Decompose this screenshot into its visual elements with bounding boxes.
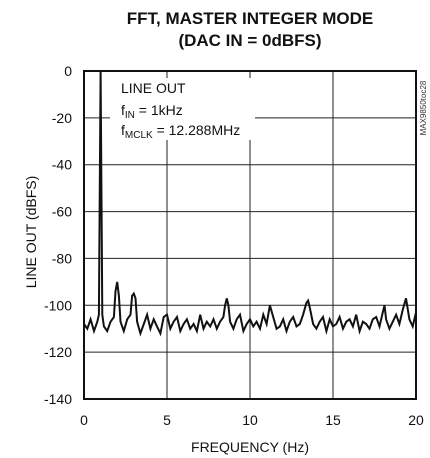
annotation-line2: fIN = 1kHz: [121, 102, 183, 121]
x-tick-label: 0: [80, 412, 88, 428]
y-tick-label: -60: [52, 204, 72, 220]
annotation-line1: LINE OUT: [121, 80, 186, 96]
side-code: MAX9850toc28: [419, 80, 428, 135]
x-tick-label: 5: [163, 412, 171, 428]
annotation-line3-sub: MCLK: [125, 130, 153, 141]
plot-frame: [83, 70, 417, 400]
x-tick-label: 15: [325, 412, 341, 428]
annotation-line2-rest: = 1kHz: [135, 102, 183, 118]
y-tick-label: -80: [52, 250, 72, 266]
y-tick-label: -100: [44, 297, 72, 313]
x-tick-label: 10: [242, 412, 258, 428]
y-tick-label: -40: [52, 157, 72, 173]
y-tick-label: -140: [44, 391, 72, 407]
fft-series-line: [83, 70, 417, 337]
x-axis-label: FREQUENCY (Hz): [191, 439, 309, 455]
annotation-line3: fMCLK = 12.288MHz: [121, 122, 240, 141]
chart-subtitle: (DAC IN = 0dBFS): [178, 31, 321, 50]
annotation-background: [110, 78, 255, 140]
x-tick-labels: 0 5 10 15 20: [80, 412, 424, 428]
annotation-line3-rest: = 12.288MHz: [153, 122, 241, 138]
y-tick-label: -20: [52, 110, 72, 126]
chart-title: FFT, MASTER INTEGER MODE: [127, 9, 374, 28]
annotation-line2-sub: IN: [125, 110, 135, 121]
annotation: LINE OUT fIN = 1kHz fMCLK = 12.288MHz: [110, 78, 255, 141]
y-tick-label: 0: [64, 63, 72, 79]
y-tick-labels: 0 -20 -40 -60 -80 -100 -120 -140: [44, 63, 72, 407]
y-axis-label: LINE OUT (dBFS): [23, 176, 39, 289]
x-tick-label: 20: [408, 412, 424, 428]
annotation-line2-main: f: [121, 102, 125, 118]
annotation-line3-main: f: [121, 122, 125, 138]
y-tick-label: -120: [44, 344, 72, 360]
